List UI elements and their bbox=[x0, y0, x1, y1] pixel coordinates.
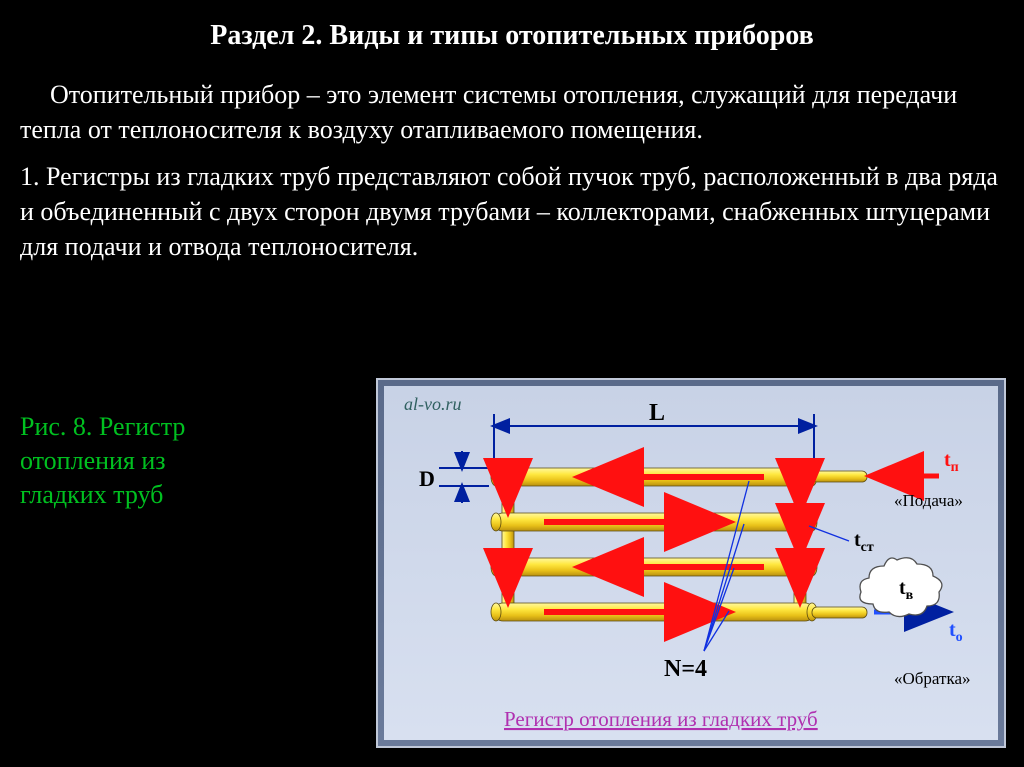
register-diagram-svg: al-vo.ru L D bbox=[384, 386, 998, 740]
diagram-frame: al-vo.ru L D bbox=[376, 378, 1006, 748]
caption-line-1: Рис. 8. Регистр bbox=[20, 412, 185, 441]
section-title: Раздел 2. Виды и типы отопительных прибо… bbox=[20, 20, 1004, 52]
label-tp: tп bbox=[944, 449, 959, 475]
label-return: «Обратка» bbox=[894, 669, 971, 688]
figure-caption: Рис. 8. Регистр отопления из гладких тру… bbox=[20, 410, 360, 511]
label-to: tо bbox=[949, 619, 963, 645]
label-L: L bbox=[649, 400, 665, 426]
diagram-title: Регистр отопления из гладких труб bbox=[504, 707, 818, 731]
diagram-canvas: al-vo.ru L D bbox=[384, 386, 998, 740]
label-tst: tст bbox=[854, 529, 874, 555]
caption-line-3: гладких труб bbox=[20, 480, 163, 509]
label-D: D bbox=[419, 466, 435, 491]
air-cloud: tв bbox=[860, 558, 942, 617]
caption-line-2: отопления из bbox=[20, 446, 166, 475]
label-supply: «Подача» bbox=[894, 491, 963, 510]
definition-paragraph: Отопительный прибор – это элемент систем… bbox=[20, 77, 1004, 147]
register-paragraph: 1. Регистры из гладких труб представляют… bbox=[20, 159, 1004, 264]
watermark-text: al-vo.ru bbox=[404, 394, 462, 414]
supply-stub bbox=[812, 471, 867, 482]
flow-arrows bbox=[508, 477, 800, 612]
return-stub bbox=[812, 607, 867, 618]
label-N: N=4 bbox=[664, 656, 707, 682]
